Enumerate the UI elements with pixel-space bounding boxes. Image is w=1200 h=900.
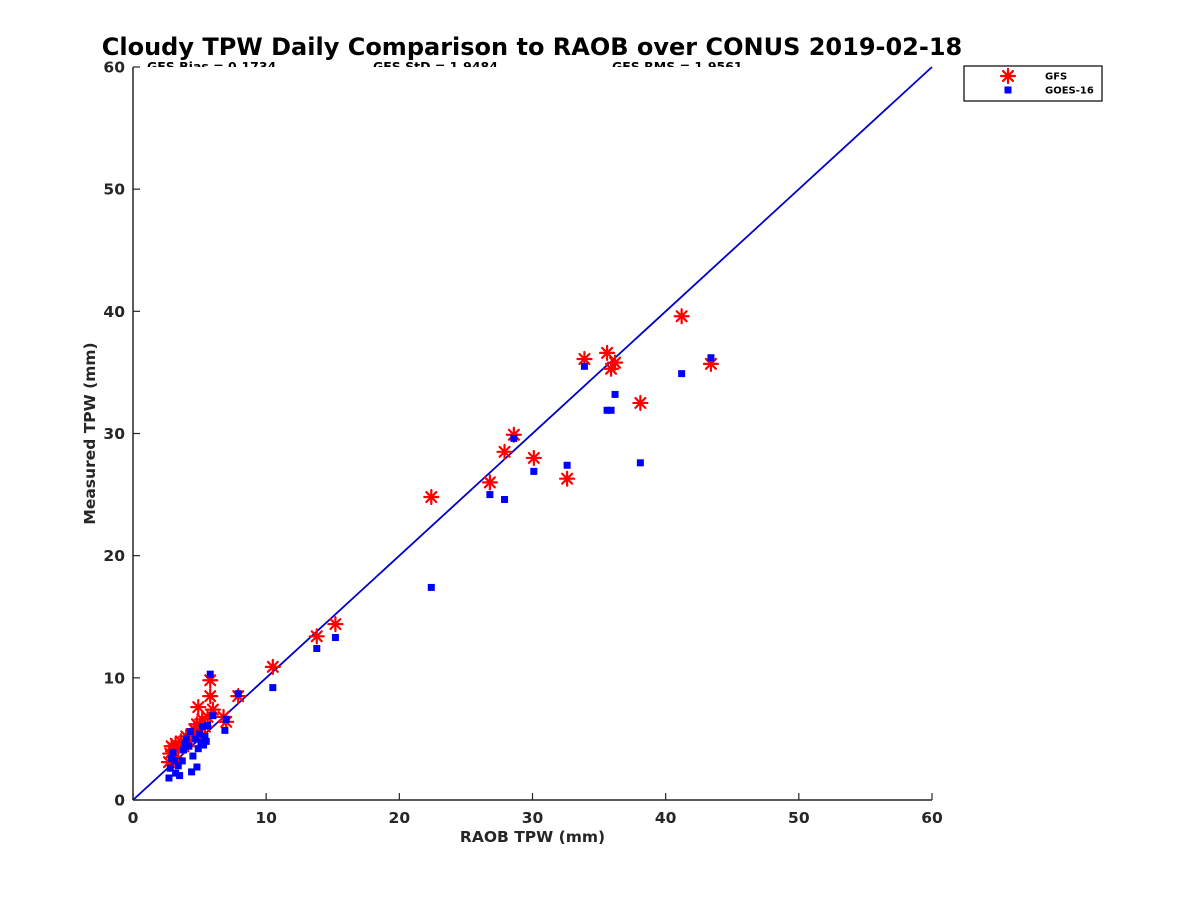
goes16-point [510, 434, 518, 442]
goes16-point [611, 390, 619, 398]
goes16-point [636, 459, 644, 467]
legend: GFS GOES-16 [963, 65, 1103, 102]
x-tick-label: 50 [788, 809, 810, 827]
goes16-point [172, 769, 180, 777]
gfs-point [190, 699, 207, 716]
goes16-point [165, 774, 173, 782]
gfs-point [308, 628, 325, 645]
gfs-point [496, 443, 513, 460]
goes16-point [200, 741, 208, 749]
goes16-point [221, 726, 229, 734]
legend-goes16-marker [1004, 86, 1012, 94]
reference-line-group [132, 66, 933, 801]
y-tick-label: 0 [114, 792, 125, 810]
goes16-point [198, 723, 206, 731]
x-tick-label: 30 [522, 809, 544, 827]
goes16-point [501, 495, 509, 503]
axes: 0 10 20 30 40 50 60 0 10 20 30 40 50 60 [103, 59, 943, 828]
y-tick-label: 30 [103, 425, 125, 443]
y-tick-label: 10 [103, 669, 125, 687]
x-axis-label: RAOB TPW (mm) [460, 828, 605, 846]
gfs-point [559, 470, 576, 487]
gfs-point [481, 474, 498, 491]
y-tick-label: 50 [103, 181, 125, 199]
goes16-point [188, 768, 196, 776]
goes16-point [170, 757, 178, 765]
y-axis-label: Measured TPW (mm) [81, 342, 99, 524]
legend-gfs-label: GFS [1045, 72, 1067, 83]
goes16-point [580, 362, 588, 370]
goes16-point [530, 467, 538, 475]
goes16-point [176, 772, 184, 780]
goes16-point [186, 728, 194, 736]
goes16-point [201, 732, 209, 740]
x-tick-label: 0 [128, 809, 139, 827]
goes16-point [603, 406, 611, 414]
goes16-point [185, 742, 193, 750]
goes16-point [174, 762, 182, 770]
goes16-point [202, 737, 210, 745]
goes16-point [196, 730, 204, 738]
goes16-point [707, 354, 715, 362]
goes16-point [209, 712, 217, 720]
gfs-point [525, 449, 542, 467]
goes16-point [204, 721, 212, 729]
goes16-point [180, 746, 188, 754]
y-tick-label: 20 [103, 547, 125, 565]
goes16-point [331, 634, 339, 642]
gfs-point [632, 394, 649, 412]
goes16-point [563, 461, 571, 469]
x-tick-label: 60 [921, 809, 943, 827]
goes16-point [189, 752, 197, 760]
goes16-point [222, 715, 230, 723]
x-tick-label: 10 [255, 809, 277, 827]
gfs-point [606, 354, 624, 371]
goes16-point [678, 370, 686, 378]
x-tick-label: 20 [389, 809, 411, 827]
goes16-point [486, 491, 494, 499]
goes16-point [206, 670, 214, 678]
gfs-point [202, 688, 219, 705]
goes16-point [178, 757, 186, 765]
gfs-point [327, 615, 344, 633]
one-to-one-line [132, 66, 933, 801]
goes16-point [427, 583, 435, 591]
goes16-point [169, 748, 177, 756]
legend-goes16-label: GOES-16 [1045, 86, 1094, 97]
legend-gfs-marker [999, 67, 1017, 85]
gfs-point [423, 488, 440, 506]
chart-title: Cloudy TPW Daily Comparison to RAOB over… [102, 33, 962, 61]
goes16-point [193, 763, 201, 771]
legend-box [963, 65, 1103, 102]
gfs-point [673, 308, 690, 325]
goes16-point [166, 764, 174, 772]
goes16-point [181, 740, 189, 748]
goes16-point [234, 690, 242, 698]
y-tick-label: 40 [103, 303, 125, 321]
goes16-point [269, 684, 277, 692]
y-tick-label: 60 [103, 59, 125, 77]
goes16-point [182, 735, 190, 743]
gfs-point [264, 658, 281, 675]
gfs-point [598, 344, 616, 361]
goes16-point [313, 645, 321, 653]
goes16-point [192, 735, 200, 743]
x-tick-label: 40 [655, 809, 677, 827]
goes16-point [194, 745, 202, 753]
data-points [160, 308, 720, 782]
goes16-point [607, 406, 615, 414]
